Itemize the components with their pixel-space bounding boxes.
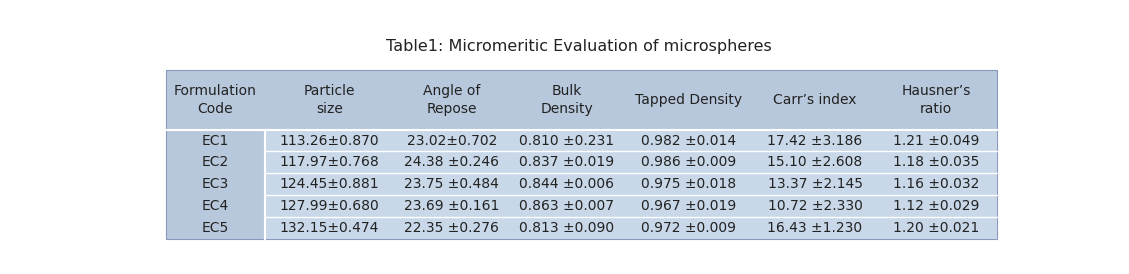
Text: 0.972 ±0.009: 0.972 ±0.009 [641, 221, 736, 235]
Text: 22.35 ±0.276: 22.35 ±0.276 [404, 221, 499, 235]
Text: 0.967 ±0.019: 0.967 ±0.019 [641, 199, 736, 213]
Text: 10.72 ±2.330: 10.72 ±2.330 [768, 199, 863, 213]
Text: EC1: EC1 [202, 134, 229, 148]
Text: 0.982 ±0.014: 0.982 ±0.014 [641, 134, 736, 148]
Text: 0.986 ±0.009: 0.986 ±0.009 [641, 155, 736, 169]
Text: 17.42 ±3.186: 17.42 ±3.186 [768, 134, 863, 148]
Text: Angle of
Repose: Angle of Repose [423, 84, 481, 116]
Text: Tapped Density: Tapped Density [634, 93, 742, 107]
Text: 1.16 ±0.032: 1.16 ±0.032 [893, 177, 980, 191]
Text: 127.99±0.680: 127.99±0.680 [279, 199, 379, 213]
Text: Formulation
Code: Formulation Code [174, 84, 257, 116]
Text: Particle
size: Particle size [304, 84, 355, 116]
Text: 13.37 ±2.145: 13.37 ±2.145 [768, 177, 863, 191]
Text: 0.863 ±0.007: 0.863 ±0.007 [519, 199, 614, 213]
Text: 23.69 ±0.161: 23.69 ±0.161 [404, 199, 499, 213]
Text: 1.20 ±0.021: 1.20 ±0.021 [893, 221, 979, 235]
Text: 23.02±0.702: 23.02±0.702 [406, 134, 497, 148]
Text: 0.844 ±0.006: 0.844 ±0.006 [519, 177, 614, 191]
Text: Hausner’s
ratio: Hausner’s ratio [902, 84, 971, 116]
Text: 0.837 ±0.019: 0.837 ±0.019 [519, 155, 614, 169]
Text: 15.10 ±2.608: 15.10 ±2.608 [768, 155, 863, 169]
Text: 0.813 ±0.090: 0.813 ±0.090 [519, 221, 614, 235]
Text: 1.21 ±0.049: 1.21 ±0.049 [893, 134, 980, 148]
Text: 1.12 ±0.029: 1.12 ±0.029 [893, 199, 980, 213]
Text: 24.38 ±0.246: 24.38 ±0.246 [404, 155, 499, 169]
Text: 23.75 ±0.484: 23.75 ±0.484 [404, 177, 499, 191]
Text: 117.97±0.768: 117.97±0.768 [279, 155, 379, 169]
Text: 132.15±0.474: 132.15±0.474 [280, 221, 379, 235]
Text: 113.26±0.870: 113.26±0.870 [280, 134, 379, 148]
Text: Carr’s index: Carr’s index [773, 93, 857, 107]
Text: EC4: EC4 [202, 199, 229, 213]
Text: 0.975 ±0.018: 0.975 ±0.018 [641, 177, 736, 191]
Text: EC2: EC2 [202, 155, 229, 169]
Text: 16.43 ±1.230: 16.43 ±1.230 [768, 221, 863, 235]
Text: 1.18 ±0.035: 1.18 ±0.035 [893, 155, 980, 169]
Text: EC5: EC5 [202, 221, 229, 235]
Text: 0.810 ±0.231: 0.810 ±0.231 [519, 134, 614, 148]
Text: Bulk
Density: Bulk Density [540, 84, 593, 116]
Text: 124.45±0.881: 124.45±0.881 [280, 177, 379, 191]
Text: Table1: Micromeritic Evaluation of microspheres: Table1: Micromeritic Evaluation of micro… [386, 39, 771, 54]
Text: EC3: EC3 [202, 177, 229, 191]
